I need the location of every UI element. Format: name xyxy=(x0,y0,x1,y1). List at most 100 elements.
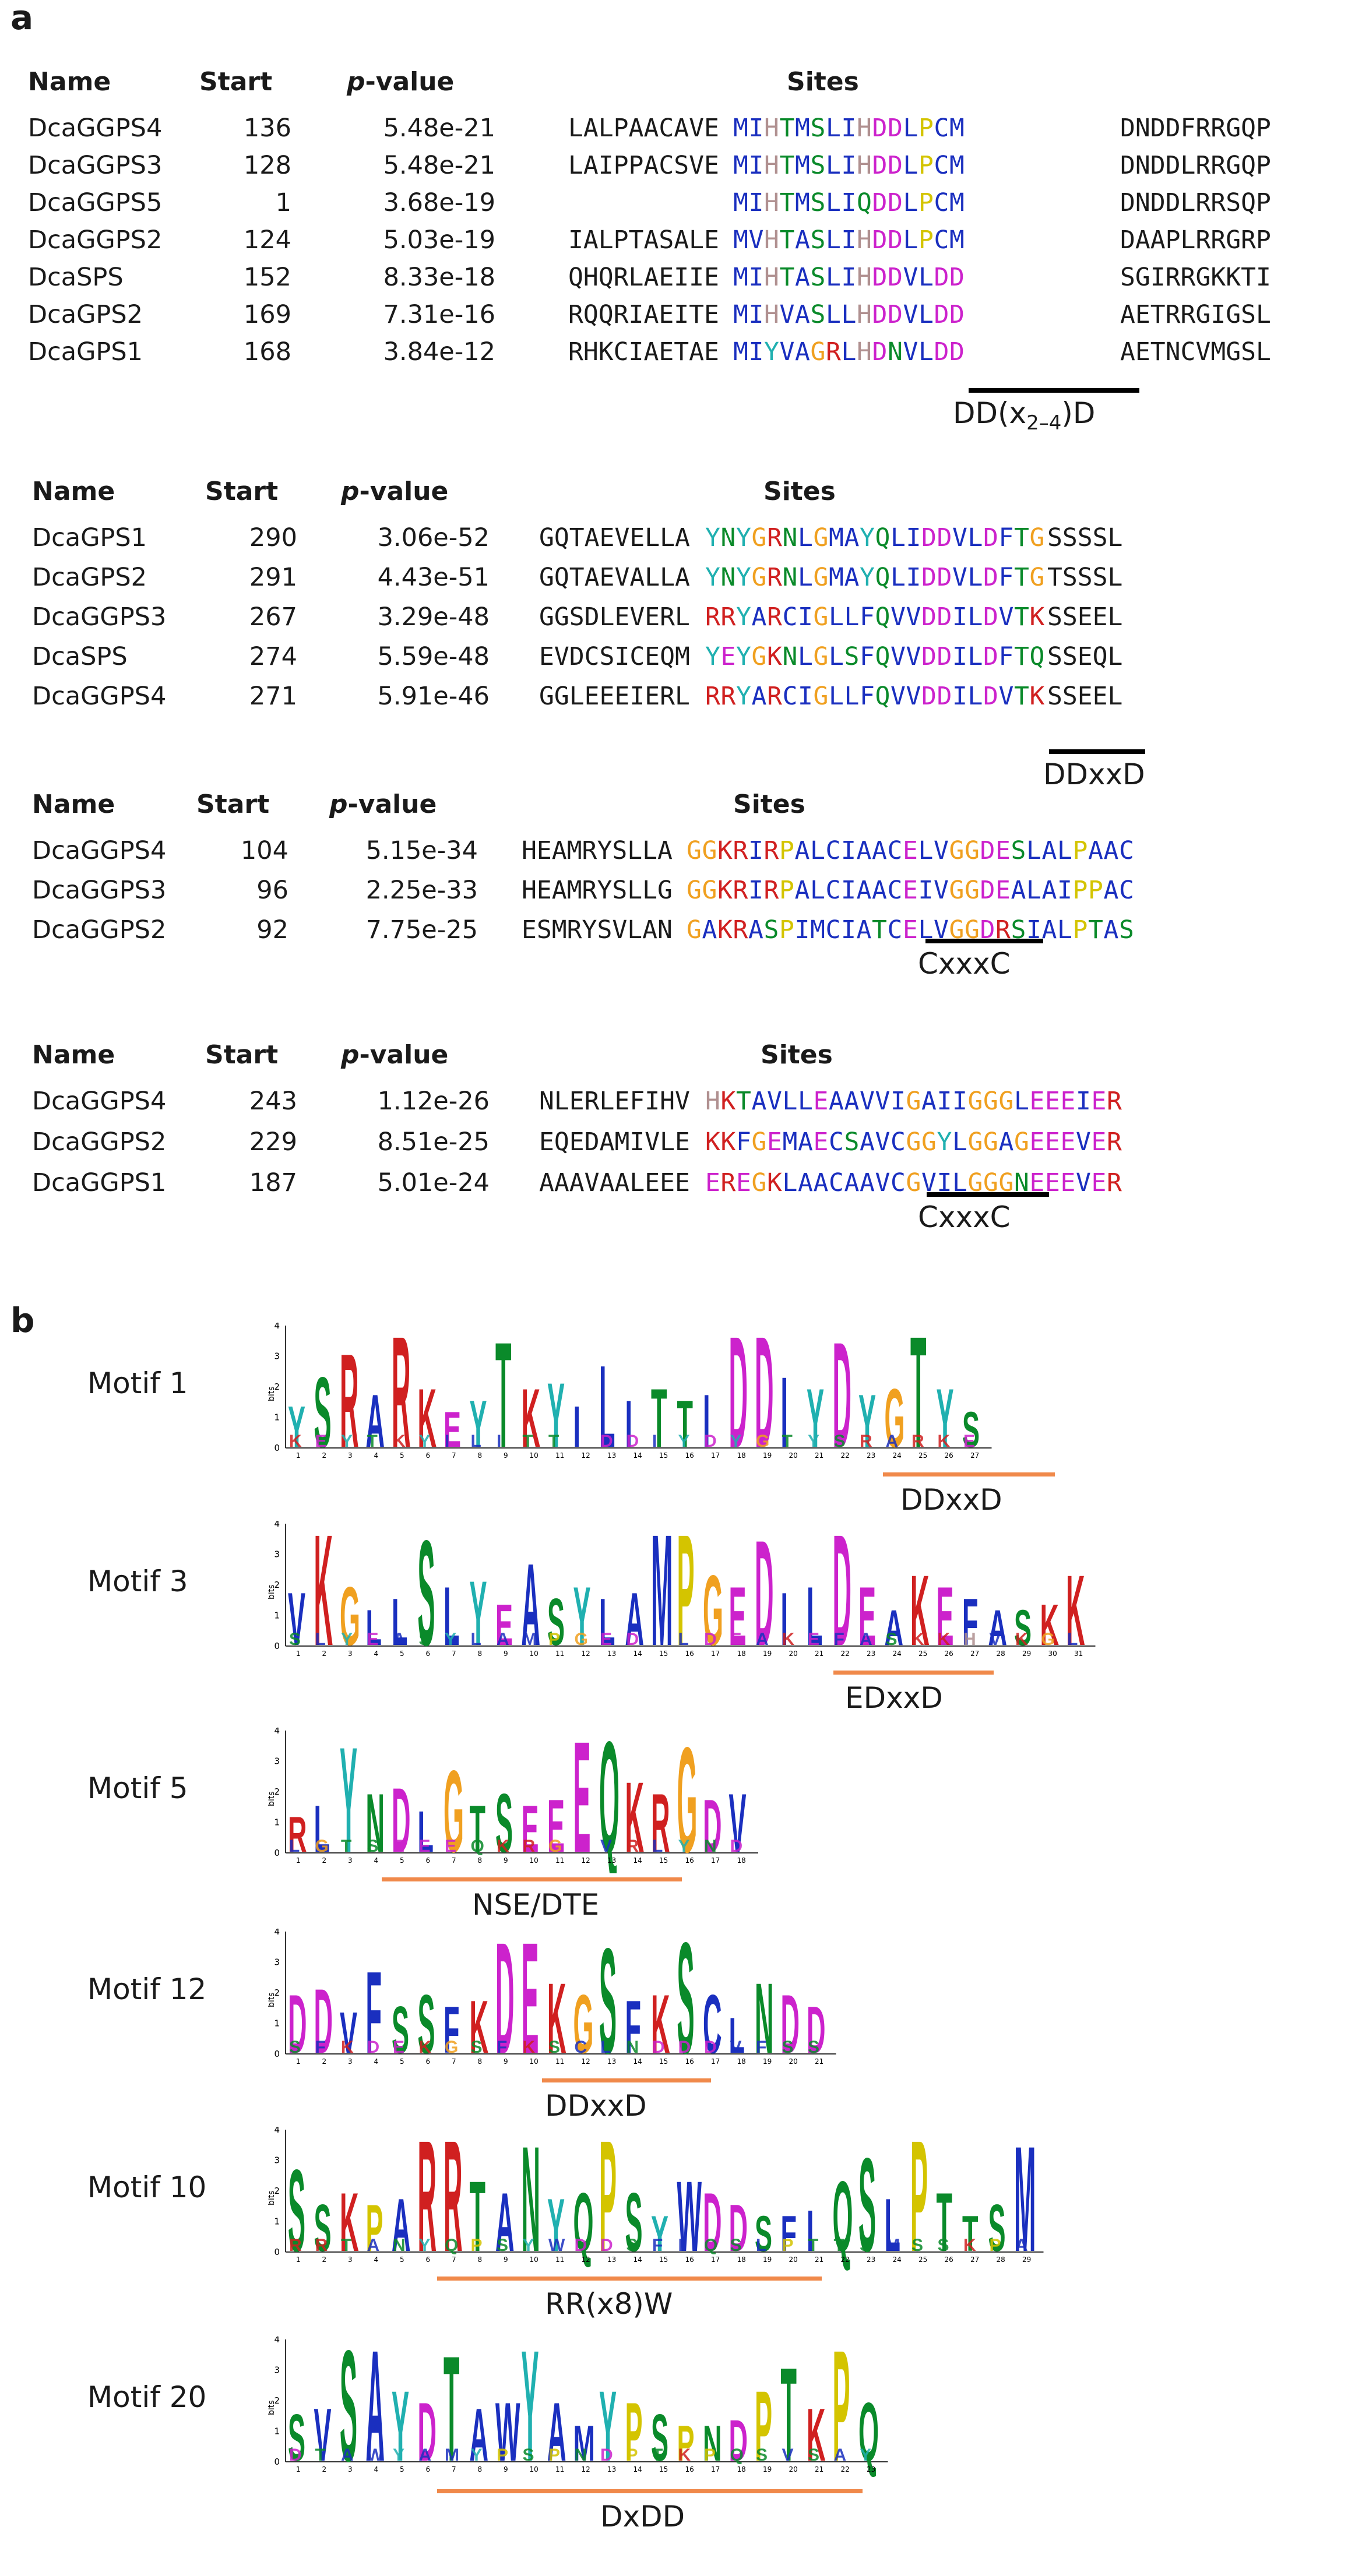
row-pvalue: 7.75e-25 xyxy=(365,915,478,945)
panel-a-letter: a xyxy=(10,0,34,37)
residue: A xyxy=(748,915,763,945)
header-start: Start xyxy=(205,477,279,506)
logo-letter: T xyxy=(470,2160,485,2272)
residue: N xyxy=(720,563,736,592)
residue: I xyxy=(1057,876,1072,905)
position-number: 6 xyxy=(426,2057,431,2066)
logo-letter-minor: K xyxy=(497,1837,509,1856)
residue: D xyxy=(921,642,937,671)
residue: N xyxy=(782,642,798,671)
residue: E xyxy=(1045,1127,1060,1157)
logo-letter: A xyxy=(625,1578,644,1661)
logo-letter: K xyxy=(1040,1593,1059,1658)
residue: Y xyxy=(736,563,751,592)
position-number: 8 xyxy=(478,2057,483,2066)
row-pvalue: 2.25e-33 xyxy=(365,876,478,905)
logo-letter: S xyxy=(1014,1599,1032,1655)
logo-letter-minor: M xyxy=(445,2445,459,2465)
logo-letter: M xyxy=(573,2415,595,2471)
motif-underline xyxy=(927,1192,1049,1197)
row-left-flank: LAIPPACSVE xyxy=(568,151,719,180)
logo-letter-minor: E xyxy=(963,1432,975,1451)
residue: V xyxy=(906,682,921,711)
row-start: 271 xyxy=(249,682,297,711)
logo-letter: R xyxy=(418,2127,437,2272)
tick-label: 3 xyxy=(274,1756,280,1767)
row-left-flank: EQEDAMIVLE xyxy=(539,1127,690,1157)
position-number: 18 xyxy=(737,2465,746,2473)
residue: E xyxy=(705,1168,720,1197)
row-left-flank: EVDCSICEQM xyxy=(539,642,690,671)
residue: D xyxy=(980,836,995,865)
residue: E xyxy=(1091,1127,1107,1157)
header-pvalue: p-value xyxy=(341,477,449,506)
residue: S xyxy=(763,915,779,945)
residue: D xyxy=(934,300,949,329)
residue: I xyxy=(918,876,934,905)
residue: D xyxy=(937,682,952,711)
tick-label: 4 xyxy=(274,2127,280,2135)
motif-underline xyxy=(437,2489,863,2493)
residue: I xyxy=(952,642,967,671)
residue: P xyxy=(779,876,794,905)
residue: D xyxy=(888,151,903,180)
residue: L xyxy=(1026,836,1041,865)
position-number: 8 xyxy=(478,1650,483,1658)
logo-letter: G xyxy=(573,1978,593,2071)
residue: D xyxy=(949,337,965,367)
position-number: 18 xyxy=(737,1451,746,1460)
logo-letter-minor: A xyxy=(367,2236,380,2255)
logo-letter-minor: Q xyxy=(445,2236,458,2255)
row-right-flank: SGIRRGKKTI xyxy=(1120,263,1271,292)
residue: I xyxy=(841,915,856,945)
logo-letter: A xyxy=(522,1539,540,1666)
row-left-flank: LALPAACAVE xyxy=(568,114,719,143)
position-number: 4 xyxy=(374,2256,379,2264)
residue: K xyxy=(717,915,733,945)
logo-letter: P xyxy=(833,2337,850,2482)
logo-letter: T xyxy=(651,1372,667,1465)
position-number: 3 xyxy=(348,2465,353,2473)
residue: C xyxy=(887,876,903,905)
residue: D xyxy=(872,263,888,292)
residue: Y xyxy=(705,563,720,592)
logo-letter-minor: E xyxy=(393,2038,404,2057)
row-name: DcaGPS1 xyxy=(32,523,147,552)
position-number: 21 xyxy=(815,2057,823,2066)
position-number: 22 xyxy=(841,1451,850,1460)
residue: F xyxy=(998,563,1014,592)
residue: M xyxy=(733,225,748,255)
tick-label: 3 xyxy=(274,1957,280,1968)
logo-letter-minor: K xyxy=(523,2038,536,2057)
residue: N xyxy=(888,337,903,367)
residue: G xyxy=(949,876,965,905)
logo-letter: N xyxy=(755,1962,773,2074)
residue: P xyxy=(1072,915,1088,945)
residue: R xyxy=(767,682,782,711)
logo-letter-minor: F xyxy=(315,2038,326,2057)
row-start: 169 xyxy=(243,300,291,329)
residue: A xyxy=(795,300,810,329)
logo-letter-minor: S xyxy=(627,2236,638,2255)
residue: T xyxy=(779,114,795,143)
logo-letter-minor: A xyxy=(1015,2236,1028,2255)
position-number: 24 xyxy=(893,2256,902,2264)
residue: D xyxy=(937,563,952,592)
logo-letter: D xyxy=(288,1978,307,2071)
residue: K xyxy=(717,876,733,905)
position-number: 10 xyxy=(530,2057,539,2066)
position-number: 12 xyxy=(582,1650,590,1658)
position-number: 29 xyxy=(1022,1650,1031,1658)
row-start: 1 xyxy=(275,188,291,217)
logo-letter: T xyxy=(495,1323,511,1468)
logo-letter-minor: D xyxy=(627,1630,639,1649)
position-number: 12 xyxy=(582,2465,590,2473)
logo-letter: L xyxy=(807,1570,822,1663)
motif-underline xyxy=(382,1877,682,1881)
logo-letter: D xyxy=(729,2409,748,2473)
residue: R xyxy=(826,337,841,367)
row-right-flank: SSEEL xyxy=(1047,602,1123,632)
logo-letter-minor: F xyxy=(652,2236,663,2255)
residue: D xyxy=(888,263,903,292)
logo-letter-minor: T xyxy=(782,1432,793,1451)
